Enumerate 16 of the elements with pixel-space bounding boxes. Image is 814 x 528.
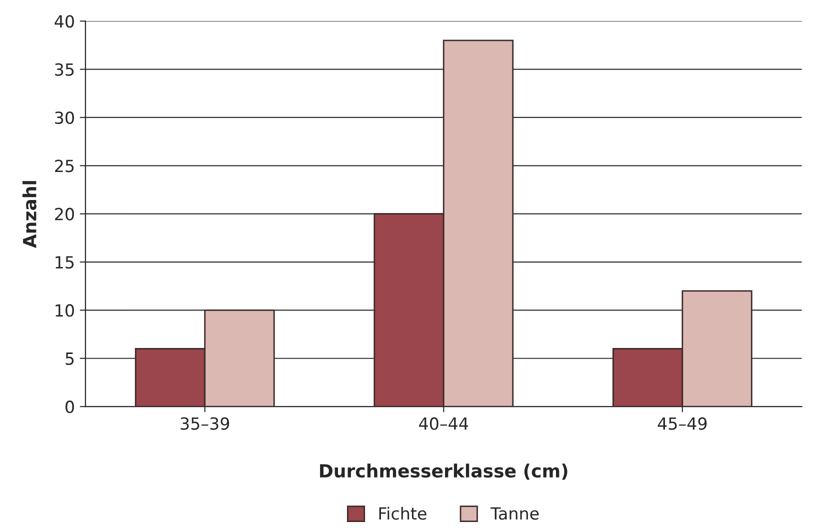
y-tick-label: 30 bbox=[55, 111, 74, 124]
y-tick-label: 0 bbox=[66, 400, 74, 414]
x-tick-label: 45–49 bbox=[658, 417, 707, 430]
x-tick-label: 35–39 bbox=[180, 417, 230, 430]
y-tick-label: 20 bbox=[55, 208, 74, 220]
y-axis-title: Anzahl bbox=[22, 181, 36, 248]
x-axis-title: Durchmesserklasse (cm) bbox=[320, 464, 568, 480]
y-tick-label: 5 bbox=[66, 352, 74, 365]
legend-label: Fichte bbox=[379, 506, 426, 520]
y-tick-label: 25 bbox=[55, 160, 74, 172]
y-tick-label: 10 bbox=[56, 304, 74, 317]
legend-label: Tanne bbox=[490, 507, 539, 520]
y-tick-label: 35 bbox=[55, 63, 74, 76]
y-tick-label: 40 bbox=[54, 15, 74, 28]
x-tick-label: 40–44 bbox=[419, 417, 468, 430]
y-tick-label: 15 bbox=[56, 256, 74, 269]
